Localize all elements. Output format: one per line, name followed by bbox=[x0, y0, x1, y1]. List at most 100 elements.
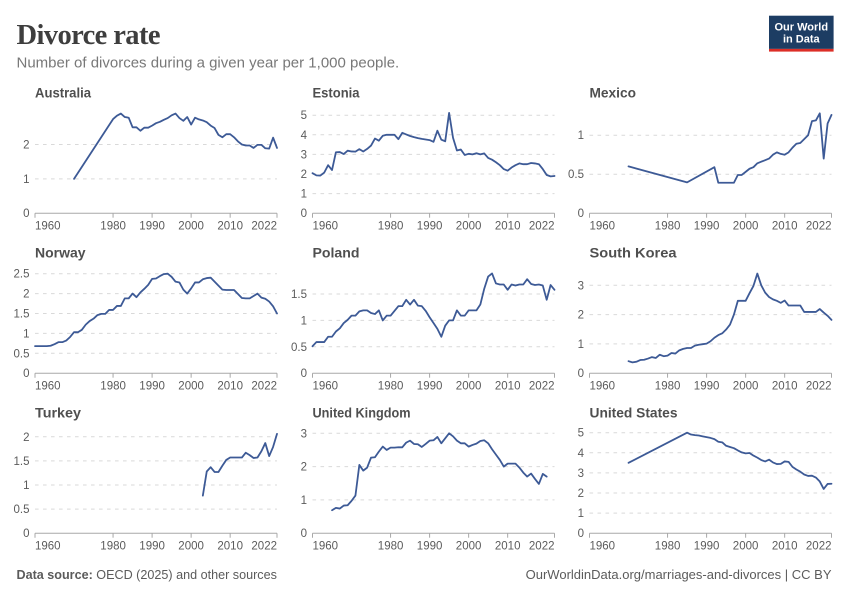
svg-text:2010: 2010 bbox=[217, 540, 243, 552]
svg-text:2010: 2010 bbox=[772, 540, 798, 552]
svg-text:2: 2 bbox=[578, 488, 584, 500]
svg-text:0.5: 0.5 bbox=[568, 169, 584, 181]
svg-text:1: 1 bbox=[301, 315, 307, 327]
svg-text:2: 2 bbox=[301, 169, 307, 181]
svg-text:Turkey: Turkey bbox=[35, 405, 81, 421]
svg-text:2000: 2000 bbox=[733, 220, 759, 232]
svg-text:2: 2 bbox=[23, 289, 29, 301]
svg-text:1990: 1990 bbox=[139, 220, 165, 232]
svg-text:0: 0 bbox=[23, 368, 29, 380]
svg-text:1: 1 bbox=[23, 480, 29, 492]
svg-text:2000: 2000 bbox=[456, 540, 482, 552]
svg-text:1960: 1960 bbox=[313, 220, 339, 232]
svg-text:1.5: 1.5 bbox=[14, 309, 30, 321]
svg-text:0.5: 0.5 bbox=[14, 504, 30, 516]
svg-text:1990: 1990 bbox=[694, 220, 720, 232]
svg-text:1980: 1980 bbox=[100, 380, 126, 392]
svg-text:2000: 2000 bbox=[178, 220, 204, 232]
svg-text:2000: 2000 bbox=[733, 380, 759, 392]
svg-text:1960: 1960 bbox=[35, 380, 61, 392]
svg-text:Australia: Australia bbox=[35, 85, 91, 101]
svg-text:2000: 2000 bbox=[178, 380, 204, 392]
svg-text:0: 0 bbox=[23, 528, 29, 540]
svg-text:1960: 1960 bbox=[590, 220, 616, 232]
svg-text:1960: 1960 bbox=[313, 540, 339, 552]
svg-text:United States: United States bbox=[590, 405, 678, 421]
svg-text:2010: 2010 bbox=[772, 380, 798, 392]
svg-text:2010: 2010 bbox=[495, 540, 521, 552]
svg-text:United Kingdom: United Kingdom bbox=[313, 405, 411, 421]
svg-text:Mexico: Mexico bbox=[590, 85, 637, 101]
svg-text:0.5: 0.5 bbox=[14, 348, 30, 360]
svg-text:0: 0 bbox=[301, 208, 307, 220]
svg-text:1980: 1980 bbox=[378, 540, 404, 552]
svg-text:2010: 2010 bbox=[495, 220, 521, 232]
svg-text:1990: 1990 bbox=[417, 540, 443, 552]
svg-text:0.5: 0.5 bbox=[291, 342, 307, 354]
svg-text:1: 1 bbox=[301, 495, 307, 507]
svg-text:2010: 2010 bbox=[217, 220, 243, 232]
svg-text:5: 5 bbox=[578, 428, 584, 440]
svg-text:Norway: Norway bbox=[35, 245, 86, 261]
svg-text:1.5: 1.5 bbox=[291, 289, 307, 301]
svg-text:2000: 2000 bbox=[456, 380, 482, 392]
svg-text:2000: 2000 bbox=[733, 540, 759, 552]
svg-text:0: 0 bbox=[578, 368, 584, 380]
svg-text:1: 1 bbox=[578, 508, 584, 520]
svg-text:0: 0 bbox=[578, 208, 584, 220]
svg-text:2: 2 bbox=[23, 140, 29, 152]
svg-text:3: 3 bbox=[301, 428, 307, 440]
svg-text:Estonia: Estonia bbox=[313, 85, 360, 101]
svg-text:2022: 2022 bbox=[806, 380, 832, 392]
svg-text:3: 3 bbox=[301, 149, 307, 161]
svg-text:1990: 1990 bbox=[139, 380, 165, 392]
svg-text:1990: 1990 bbox=[417, 220, 443, 232]
svg-text:2022: 2022 bbox=[251, 220, 277, 232]
svg-text:1990: 1990 bbox=[694, 540, 720, 552]
svg-text:2000: 2000 bbox=[456, 220, 482, 232]
svg-text:Our World: Our World bbox=[775, 22, 829, 34]
svg-text:2: 2 bbox=[301, 462, 307, 474]
svg-text:5: 5 bbox=[301, 110, 307, 122]
svg-text:4: 4 bbox=[578, 448, 585, 460]
svg-text:1960: 1960 bbox=[35, 540, 61, 552]
svg-text:in Data: in Data bbox=[783, 33, 821, 45]
svg-text:2: 2 bbox=[578, 310, 584, 322]
svg-text:Data source: OECD (2025) and o: Data source: OECD (2025) and other sourc… bbox=[17, 568, 277, 582]
svg-text:2.5: 2.5 bbox=[14, 269, 30, 281]
svg-text:1980: 1980 bbox=[378, 380, 404, 392]
svg-text:1960: 1960 bbox=[35, 220, 61, 232]
svg-text:2022: 2022 bbox=[529, 380, 555, 392]
svg-text:1: 1 bbox=[23, 174, 29, 186]
svg-text:2022: 2022 bbox=[806, 220, 832, 232]
svg-text:1: 1 bbox=[578, 339, 584, 351]
svg-text:0: 0 bbox=[301, 368, 307, 380]
svg-text:2022: 2022 bbox=[806, 540, 832, 552]
svg-text:2010: 2010 bbox=[772, 220, 798, 232]
svg-text:1960: 1960 bbox=[590, 540, 616, 552]
svg-text:2000: 2000 bbox=[178, 540, 204, 552]
svg-text:2010: 2010 bbox=[217, 380, 243, 392]
svg-text:OurWorldinData.org/marriages-a: OurWorldinData.org/marriages-and-divorce… bbox=[526, 567, 832, 582]
svg-text:4: 4 bbox=[301, 130, 308, 142]
svg-text:2022: 2022 bbox=[529, 220, 555, 232]
svg-text:3: 3 bbox=[578, 468, 584, 480]
svg-text:1960: 1960 bbox=[313, 380, 339, 392]
svg-text:1: 1 bbox=[23, 328, 29, 340]
svg-text:South Korea: South Korea bbox=[590, 245, 677, 261]
svg-text:1980: 1980 bbox=[655, 540, 681, 552]
svg-text:1: 1 bbox=[578, 130, 584, 142]
svg-text:0: 0 bbox=[578, 528, 584, 540]
svg-text:Number of divorces during a gi: Number of divorces during a given year p… bbox=[17, 55, 400, 72]
svg-text:1980: 1980 bbox=[655, 380, 681, 392]
svg-text:2022: 2022 bbox=[251, 380, 277, 392]
svg-text:1980: 1980 bbox=[100, 220, 126, 232]
svg-text:2: 2 bbox=[23, 432, 29, 444]
svg-text:Poland: Poland bbox=[313, 245, 360, 261]
svg-text:2010: 2010 bbox=[495, 380, 521, 392]
svg-text:1990: 1990 bbox=[139, 540, 165, 552]
svg-text:1960: 1960 bbox=[590, 380, 616, 392]
svg-text:1: 1 bbox=[301, 189, 307, 201]
svg-text:0: 0 bbox=[23, 208, 29, 220]
svg-text:2022: 2022 bbox=[251, 540, 277, 552]
